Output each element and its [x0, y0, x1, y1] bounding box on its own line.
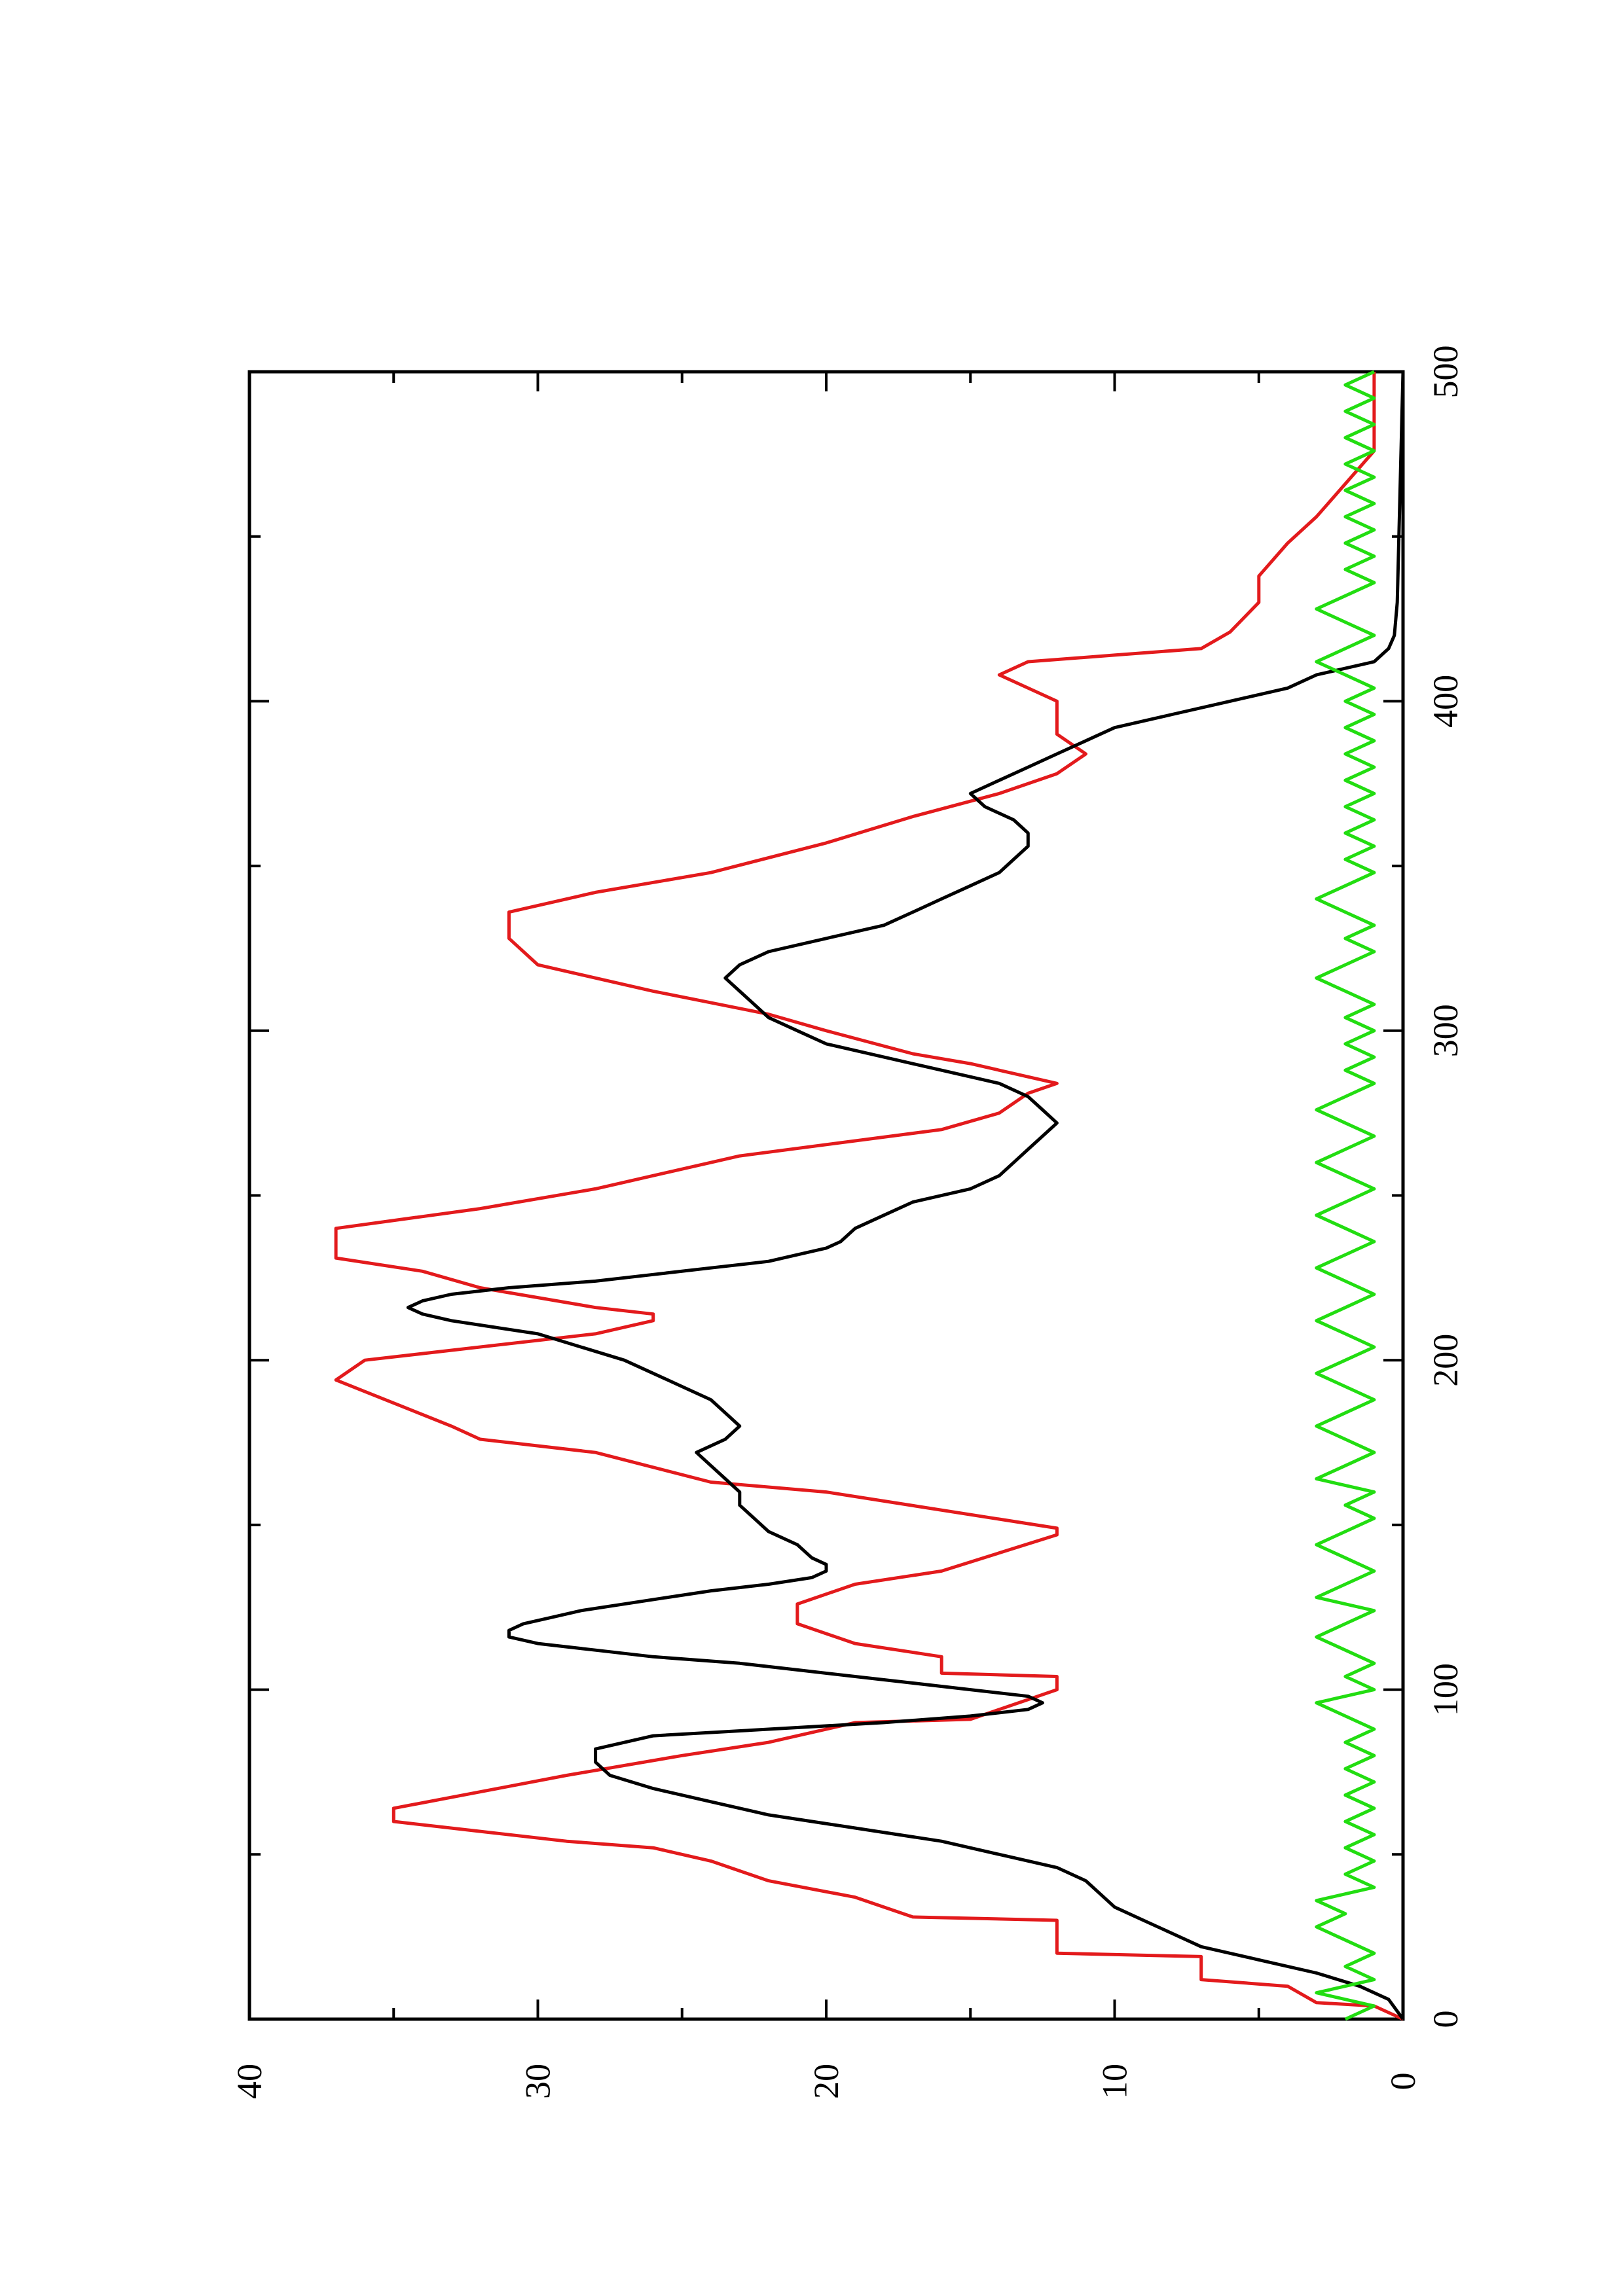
plot-frame — [247, 370, 1405, 2021]
x-tick-label: 0 — [1426, 2011, 1465, 2028]
series-layer — [334, 370, 1405, 2021]
x-tick-label: 300 — [1426, 1004, 1465, 1057]
series-line-1 — [334, 372, 1404, 2021]
axis-tick-labels: 0 100 200 300 400 500 0 10 20 30 40 — [230, 346, 1465, 2100]
series-line-3 — [1315, 370, 1376, 2021]
x-tick-label: 200 — [1426, 1334, 1465, 1387]
y-tick-label: 40 — [230, 2064, 269, 2099]
y-tick-label: 0 — [1383, 2073, 1423, 2090]
y-tick-label: 10 — [1095, 2064, 1135, 2099]
axis-ticks — [248, 370, 1404, 2020]
x-tick-label: 400 — [1426, 675, 1465, 728]
series-line-2 — [406, 371, 1405, 2020]
y-tick-label: 20 — [807, 2064, 846, 2099]
x-tick-label: 500 — [1426, 346, 1465, 399]
y-tick-label: 30 — [519, 2064, 558, 2099]
x-tick-label: 100 — [1426, 1663, 1465, 1716]
